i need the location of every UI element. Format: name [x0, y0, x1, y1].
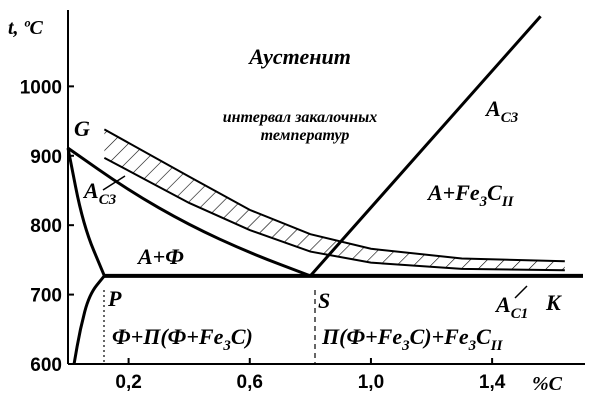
subscript: C3 — [99, 192, 117, 208]
subscript: C1 — [511, 306, 529, 322]
annotation: Аустенит — [247, 44, 351, 69]
hatch-band — [104, 129, 565, 271]
annotation: AC3 — [484, 96, 519, 126]
annotation-text: C) — [231, 324, 253, 349]
subscript: 3 — [222, 338, 231, 354]
y-tick-label: 900 — [30, 147, 62, 168]
y-tick-label: 600 — [30, 355, 62, 376]
annotation-text: температур — [261, 127, 350, 144]
annotation-text: A — [484, 96, 501, 121]
annotation-text: A — [82, 178, 99, 203]
annotation-text: П(Ф+Fe — [321, 324, 402, 349]
y-tick-label: 800 — [30, 216, 62, 237]
annotation: интервал закалочных — [223, 109, 378, 126]
subscript: II — [501, 194, 515, 210]
annotation: G — [74, 116, 90, 141]
annotation: A+Ф — [136, 244, 184, 269]
band-edge — [103, 128, 565, 263]
x-tick-label: 0,2 — [115, 372, 141, 393]
annotation: Ф+П(Ф+Fe3C) — [112, 324, 253, 354]
x-tick-label: 1,4 — [479, 372, 506, 393]
leader-line — [102, 175, 126, 191]
annotation-text: P — [107, 286, 122, 311]
leader-line — [514, 285, 528, 299]
x-axis-label: %C — [532, 373, 563, 395]
annotation: AC3 — [82, 178, 117, 208]
annotation-text: A+Fe — [426, 180, 480, 205]
annotation-text: C — [476, 324, 491, 349]
annotation-text: интервал закалочных — [223, 109, 378, 126]
x-tick-label: 1,0 — [358, 372, 384, 393]
y-axis-label: t, ºC — [8, 17, 44, 39]
subscript: 3 — [401, 338, 410, 354]
annotation: AC1 — [494, 292, 528, 322]
annotation: S — [318, 288, 330, 313]
subscript: II — [490, 338, 504, 354]
y-tick-label: 1000 — [20, 77, 62, 98]
annotation: A+Fe3CII — [426, 180, 515, 210]
annotation-text: Ф+П(Ф+Fe — [112, 324, 224, 349]
annotation: температур — [261, 127, 350, 144]
annotation-text: S — [318, 288, 330, 313]
band-edge — [103, 156, 565, 272]
annotation-text: A — [494, 292, 511, 317]
annotation-text: Аустенит — [247, 44, 351, 69]
subscript: 3 — [468, 338, 477, 354]
phase-line — [309, 15, 542, 277]
annotation: K — [545, 290, 562, 315]
annotation: П(Ф+Fe3C)+Fe3CII — [321, 324, 504, 354]
phase-line — [72, 274, 106, 365]
annotation-text: A+Ф — [136, 244, 184, 269]
x-tick-label: 0,6 — [237, 372, 263, 393]
annotation-text: C)+Fe — [410, 324, 469, 349]
annotation-text: C — [487, 180, 502, 205]
subscript: 3 — [479, 194, 488, 210]
annotation-text: G — [74, 116, 90, 141]
annotation-text: K — [545, 290, 562, 315]
phase-line — [67, 146, 311, 278]
phase-line — [66, 147, 106, 277]
annotation: P — [107, 286, 122, 311]
y-tick-label: 700 — [30, 286, 62, 307]
subscript: C3 — [501, 110, 519, 126]
